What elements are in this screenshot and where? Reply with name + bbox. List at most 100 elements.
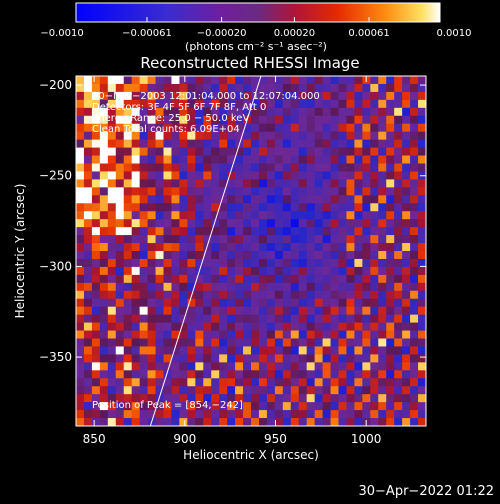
heatmap-pixel <box>306 91 316 101</box>
heatmap-pixel <box>107 314 117 324</box>
heatmap-pixel <box>243 314 252 324</box>
heatmap-pixel <box>402 418 411 426</box>
heatmap-pixel <box>394 306 403 316</box>
heatmap-pixel <box>155 274 165 284</box>
heatmap-pixel <box>354 179 363 188</box>
heatmap-pixel <box>91 314 101 324</box>
heatmap-pixel <box>338 362 348 371</box>
heatmap-pixel <box>298 362 308 371</box>
heatmap-pixel <box>314 378 324 387</box>
heatmap-pixel <box>394 187 403 196</box>
heatmap-pixel <box>227 338 236 348</box>
heatmap-pixel <box>258 362 268 371</box>
heatmap-pixel <box>338 195 348 204</box>
heatmap-pixel <box>211 346 220 355</box>
heatmap-pixel <box>362 235 371 244</box>
heatmap-pixel <box>338 147 348 157</box>
heatmap-pixel <box>131 258 141 268</box>
heatmap-pixel <box>83 227 93 236</box>
heatmap-pixel <box>115 338 125 348</box>
heatmap-pixel <box>330 83 340 93</box>
heatmap-pixel <box>211 410 220 419</box>
heatmap-pixel <box>187 338 196 348</box>
heatmap-pixel <box>171 258 180 268</box>
heatmap-pixel <box>386 394 395 403</box>
heatmap-pixel <box>99 76 109 85</box>
heatmap-pixel <box>219 338 228 348</box>
heatmap-pixel <box>298 322 308 332</box>
heatmap-pixel <box>243 219 252 228</box>
heatmap-pixel <box>370 282 379 292</box>
heatmap-pixel <box>330 235 340 244</box>
heatmap-pixel <box>163 362 173 371</box>
heatmap-pixel <box>171 155 180 165</box>
heatmap-pixel <box>203 195 212 204</box>
heatmap-pixel <box>115 243 125 252</box>
heatmap-pixel <box>298 338 308 348</box>
heatmap-pixel <box>91 76 101 85</box>
heatmap-pixel <box>290 378 300 387</box>
heatmap-pixel <box>378 330 387 340</box>
heatmap-pixel <box>314 346 324 355</box>
heatmap-pixel <box>99 123 109 133</box>
heatmap-pixel <box>179 370 188 379</box>
heatmap-pixel <box>123 83 133 93</box>
heatmap-pixel <box>91 83 101 93</box>
heatmap-pixel <box>83 298 93 308</box>
heatmap-pixel <box>83 115 93 125</box>
heatmap-pixel <box>155 187 165 196</box>
heatmap-pixel <box>418 402 426 411</box>
heatmap-pixel <box>338 171 348 180</box>
heatmap-pixel <box>266 274 276 284</box>
heatmap-pixel <box>298 410 308 419</box>
heatmap-pixel <box>91 131 101 141</box>
heatmap-pixel <box>386 298 395 308</box>
heatmap-pixel <box>235 402 244 411</box>
heatmap-pixel <box>155 330 165 340</box>
heatmap-pixel <box>115 402 125 411</box>
heatmap-pixel <box>147 370 157 379</box>
heatmap-pixel <box>147 258 157 268</box>
heatmap-pixel <box>131 219 141 228</box>
heatmap-pixel <box>410 91 419 101</box>
heatmap-pixel <box>338 219 348 228</box>
heatmap-pixel <box>370 99 379 109</box>
heatmap-pixel <box>338 251 348 260</box>
heatmap-pixel <box>306 123 316 133</box>
heatmap-pixel <box>362 386 371 395</box>
heatmap-pixel <box>274 107 284 117</box>
heatmap-pixel <box>163 171 173 180</box>
heatmap-pixel <box>330 187 340 196</box>
heatmap-pixel <box>107 330 117 340</box>
heatmap-pixel <box>163 115 173 125</box>
heatmap-pixel <box>362 394 371 403</box>
heatmap-pixel <box>266 306 276 316</box>
heatmap-pixel <box>171 243 180 252</box>
heatmap-pixel <box>418 76 426 85</box>
heatmap-pixel <box>346 227 355 236</box>
heatmap-pixel <box>418 83 426 93</box>
heatmap-pixel <box>354 76 363 85</box>
heatmap-pixel <box>219 99 228 109</box>
heatmap-pixel <box>91 274 101 284</box>
heatmap-pixel <box>123 314 133 324</box>
heatmap-pixel <box>258 99 268 109</box>
heatmap-pixel <box>179 171 188 180</box>
heatmap-pixel <box>282 314 292 324</box>
heatmap-pixel <box>290 251 300 260</box>
heatmap-pixel <box>155 410 165 419</box>
heatmap-pixel <box>171 338 180 348</box>
heatmap-pixel <box>107 219 117 228</box>
heatmap-pixel <box>227 266 236 276</box>
heatmap-pixel <box>282 131 292 141</box>
heatmap-pixel <box>139 203 149 212</box>
heatmap-pixel <box>274 115 284 125</box>
heatmap-pixel <box>386 370 395 379</box>
heatmap-pixel <box>306 179 316 188</box>
heatmap-pixel <box>243 131 252 141</box>
heatmap-pixel <box>410 203 419 212</box>
heatmap-pixel <box>306 290 316 300</box>
heatmap-pixel <box>131 171 141 180</box>
heatmap-pixel <box>219 123 228 133</box>
heatmap-pixel <box>139 346 149 355</box>
